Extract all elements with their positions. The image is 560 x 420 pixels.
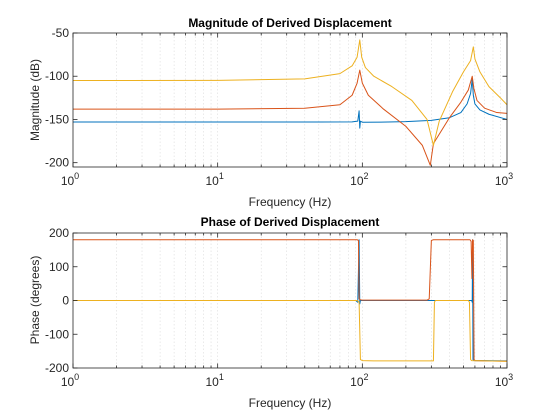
phase-x-tick-label: 101 bbox=[205, 372, 223, 389]
phase-x-tick-label: 103 bbox=[495, 372, 513, 389]
magnitude-axes: 100 101 102 103 -200 -150 -100 -50 Magnitude of… bbox=[28, 16, 513, 209]
magnitude-x-tick-label: 102 bbox=[350, 171, 368, 188]
phase-axes: 100 101 102 103 -200 -100 0 100 200 Phase of Der… bbox=[28, 215, 513, 410]
magnitude-ticks: 100 101 102 103 -200 -150 -100 -50 bbox=[45, 26, 513, 188]
magnitude-ylabel: Magnitude (dB) bbox=[28, 59, 42, 141]
magnitude-plot-frame bbox=[72, 32, 508, 168]
magnitude-x-tick-label: 103 bbox=[495, 171, 513, 188]
phase-series-line-3 bbox=[73, 300, 508, 362]
phase-ticks: 100 101 102 103 -200 -100 0 100 200 bbox=[45, 226, 513, 389]
magnitude-y-tick-label: -150 bbox=[45, 112, 69, 126]
phase-y-tick-label: -100 bbox=[45, 327, 69, 341]
phase-y-tick-label: 0 bbox=[62, 294, 69, 308]
magnitude-series-line-2 bbox=[73, 69, 508, 166]
magnitude-y-tick-label: -200 bbox=[45, 156, 69, 170]
phase-xlabel: Frequency (Hz) bbox=[249, 396, 332, 410]
magnitude-series bbox=[72, 39, 508, 166]
phase-ylabel: Phase (degrees) bbox=[28, 256, 42, 345]
magnitude-grid bbox=[116, 33, 501, 167]
magnitude-y-tick-label: -50 bbox=[52, 26, 70, 40]
magnitude-x-tick-label: 101 bbox=[205, 171, 223, 188]
phase-y-tick-label: -200 bbox=[45, 361, 69, 375]
magnitude-title: Magnitude of Derived Displacement bbox=[188, 16, 391, 30]
magnitude-xlabel: Frequency (Hz) bbox=[249, 195, 332, 209]
phase-y-tick-label: 100 bbox=[49, 260, 69, 274]
phase-plot-frame bbox=[72, 232, 508, 369]
phase-series bbox=[73, 239, 508, 362]
magnitude-series-line-1 bbox=[73, 78, 508, 129]
phase-y-tick-label: 200 bbox=[49, 226, 69, 240]
phase-x-tick-label: 100 bbox=[61, 372, 79, 389]
phase-x-tick-label: 102 bbox=[350, 372, 368, 389]
phase-series-line-2 bbox=[73, 239, 508, 362]
magnitude-x-tick-label: 100 bbox=[61, 171, 79, 188]
magnitude-y-tick-label: -100 bbox=[45, 69, 69, 83]
phase-title: Phase of Derived Displacement bbox=[201, 215, 380, 229]
magnitude-series-line-3 bbox=[72, 39, 508, 146]
